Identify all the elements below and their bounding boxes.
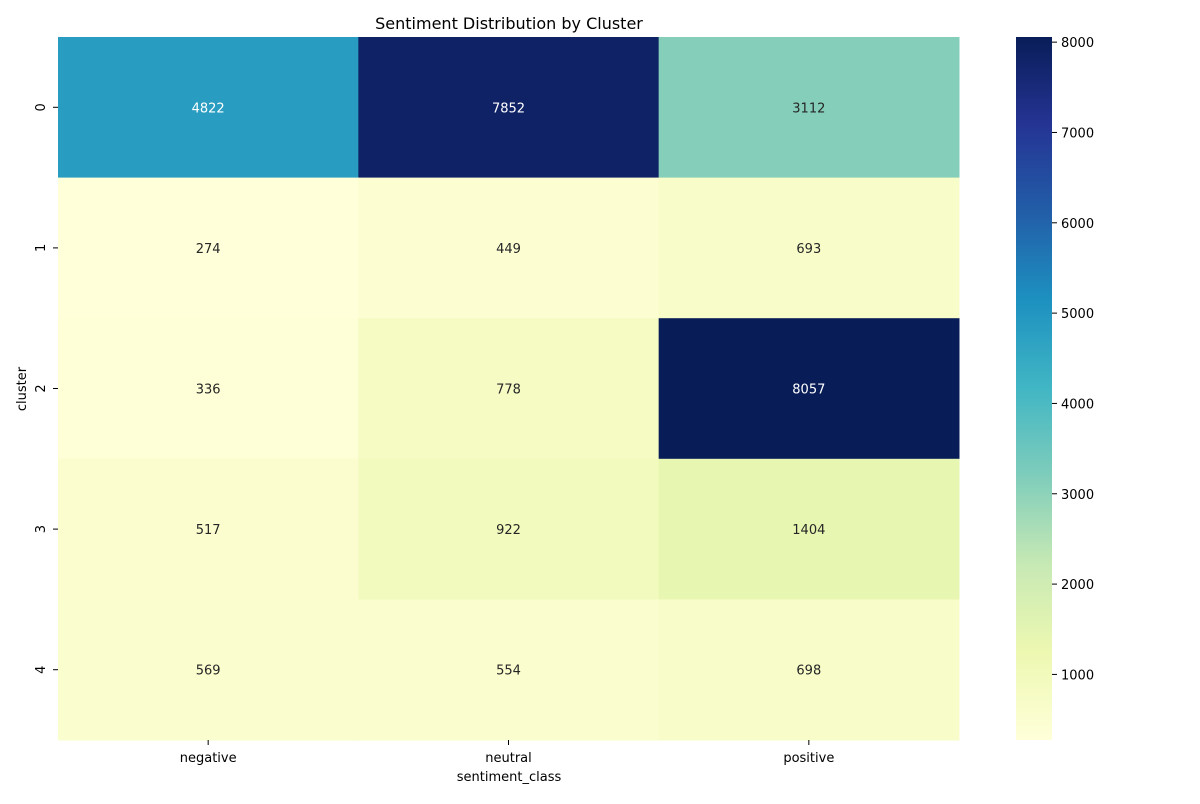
colorbar-gradient (1016, 37, 1052, 740)
x-tick-label: negative (180, 751, 237, 766)
cell-value-label: 693 (796, 242, 821, 257)
heatmap-cell (358, 599, 660, 741)
heatmap-cell (658, 318, 960, 460)
colorbar-tick-label: 6000 (1061, 217, 1094, 232)
cell-value-label: 274 (196, 242, 221, 257)
heatmap-cell (358, 458, 660, 600)
colorbar: 1000 2000 3000 4000 5000 6000 7000 8000 (1016, 36, 1094, 740)
heatmap-cell (358, 37, 660, 179)
cell-value-label: 778 (496, 383, 521, 398)
y-tick-label: 3 (34, 525, 49, 533)
x-tick-label: neutral (485, 751, 532, 766)
colorbar-tick-label: 2000 (1061, 578, 1094, 593)
y-tick-label: 2 (34, 384, 49, 392)
y-tick-label: 0 (34, 103, 49, 111)
cell-value-label: 554 (496, 664, 521, 679)
cell-value-label: 4822 (192, 101, 225, 116)
cell-value-label: 3112 (792, 101, 825, 116)
heatmap-cell (58, 458, 359, 600)
y-tick-label: 4 (34, 666, 49, 674)
x-axis: negative neutral positive (180, 740, 834, 766)
x-tick-label: positive (783, 751, 834, 766)
heatmap-cell (658, 458, 960, 600)
cell-value-label: 922 (496, 523, 521, 538)
colorbar-tick-label: 7000 (1061, 126, 1094, 141)
colorbar-tick-label: 8000 (1061, 36, 1094, 51)
cell-value-label: 8057 (792, 383, 825, 398)
heatmap-cells: 4822 7852 3112 274 449 693 336 778 8057 517 922 140… (58, 37, 960, 741)
y-axis: 0 1 2 3 4 (34, 103, 58, 674)
heatmap-cell (358, 177, 660, 319)
heatmap-cell (658, 37, 960, 179)
cell-value-label: 336 (196, 383, 221, 398)
heatmap-cell (658, 599, 960, 741)
cell-value-label: 449 (496, 242, 521, 257)
chart-title: Sentiment Distribution by Cluster (375, 14, 643, 33)
cell-value-label: 517 (196, 523, 221, 538)
heatmap-cell (58, 318, 359, 460)
cell-value-label: 698 (796, 664, 821, 679)
y-tick-label: 1 (34, 244, 49, 252)
x-axis-label: sentiment_class (457, 770, 562, 785)
heatmap-cell (58, 599, 359, 741)
y-axis-label: cluster (15, 366, 30, 411)
heatmap-cell (58, 37, 359, 179)
cell-value-label: 569 (196, 664, 221, 679)
heatmap-cell (658, 177, 960, 319)
colorbar-tick-label: 1000 (1061, 668, 1094, 683)
cell-value-label: 7852 (492, 101, 525, 116)
heatmap-cell (58, 177, 359, 319)
colorbar-tick-label: 3000 (1061, 488, 1094, 503)
cell-value-label: 1404 (792, 523, 825, 538)
heatmap-cell (358, 318, 660, 460)
colorbar-tick-label: 4000 (1061, 397, 1094, 412)
colorbar-tick-label: 5000 (1061, 307, 1094, 322)
